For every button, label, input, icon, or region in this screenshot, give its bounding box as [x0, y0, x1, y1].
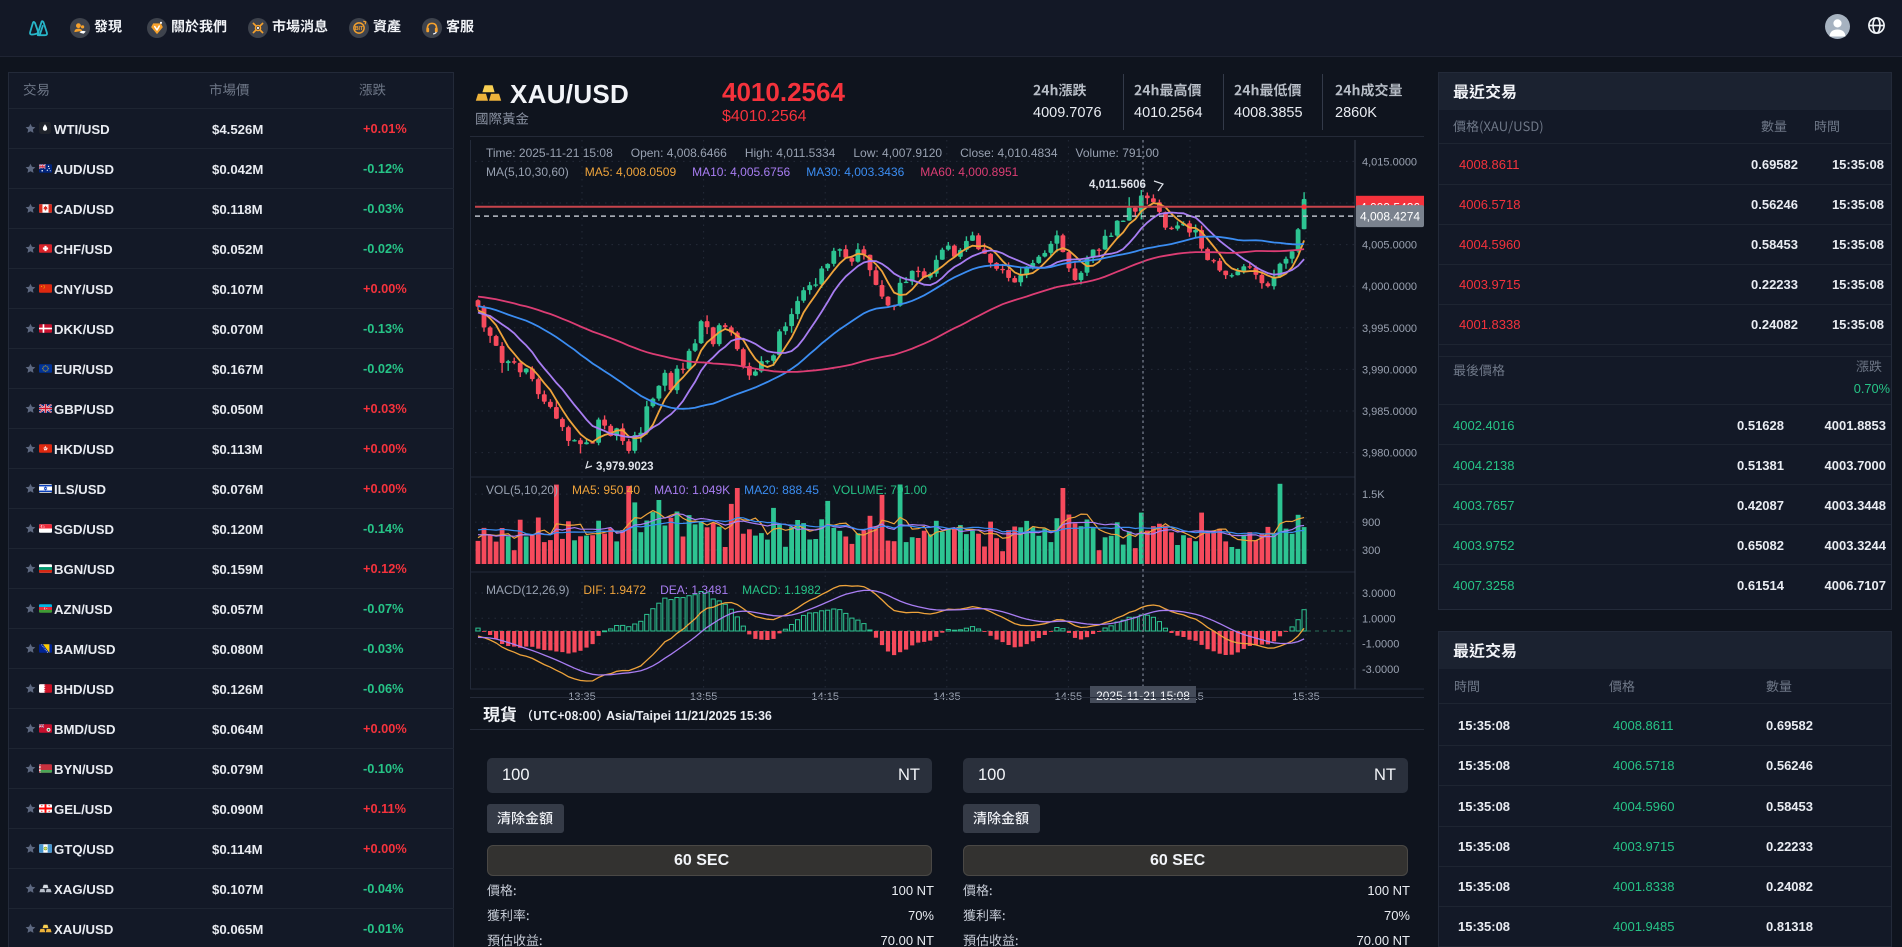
svg-text:3,995.0000: 3,995.0000: [1362, 323, 1417, 335]
svg-text:BIT: BIT: [355, 26, 364, 32]
svg-text:1.0000: 1.0000: [1362, 613, 1396, 625]
svg-text:4,008.4274: 4,008.4274: [1360, 210, 1420, 224]
svg-text:4,011.5606: 4,011.5606: [1089, 179, 1146, 191]
svg-text:4,005.0000: 4,005.0000: [1362, 240, 1417, 252]
svg-text:3,980.0000: 3,980.0000: [1362, 448, 1417, 460]
svg-text:1.5K: 1.5K: [1362, 489, 1385, 501]
svg-text:300: 300: [1362, 545, 1380, 557]
svg-text:3,990.0000: 3,990.0000: [1362, 364, 1417, 376]
svg-text:-1.0000: -1.0000: [1362, 639, 1399, 651]
svg-text:3.0000: 3.0000: [1362, 588, 1396, 600]
svg-text:2025-11-21 15:08: 2025-11-21 15:08: [1096, 689, 1190, 703]
svg-text:3,979.9023: 3,979.9023: [596, 461, 654, 473]
svg-text:4,015.0000: 4,015.0000: [1362, 156, 1417, 168]
svg-text:4,000.0000: 4,000.0000: [1362, 281, 1417, 293]
svg-text:-3.0000: -3.0000: [1362, 664, 1399, 676]
svg-text:3,985.0000: 3,985.0000: [1362, 406, 1417, 418]
svg-text:900: 900: [1362, 517, 1380, 529]
